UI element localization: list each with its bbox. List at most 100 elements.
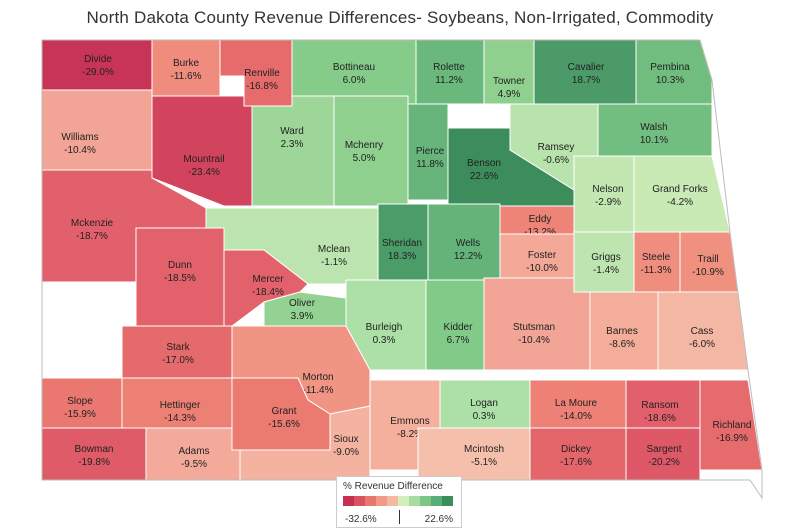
county-cavalier[interactable]: Cavalier 18.7% (533, 39, 637, 105)
legend-step (387, 496, 398, 506)
county-name-label: Mckenzie (71, 218, 114, 229)
county-value-label: -2.9% (595, 197, 621, 208)
county-barnes[interactable]: Barnes -8.6% (589, 291, 659, 371)
county-name-label: Sargent (646, 444, 681, 455)
county-name-label: Kidder (444, 322, 474, 333)
legend-step (409, 496, 420, 506)
county-burleigh[interactable]: Burleigh 0.3% (345, 279, 427, 371)
county-slope[interactable]: Slope -15.9% (41, 377, 123, 429)
county-value-label: -20.2% (648, 457, 680, 468)
county-pembina[interactable]: Pembina 10.3% (635, 39, 713, 105)
county-name-label: Ward (280, 126, 304, 137)
county-value-label: -18.7% (76, 231, 108, 242)
county-cass[interactable]: Cass -6.0% (657, 291, 749, 371)
county-burke[interactable]: Burke -11.6% (151, 39, 221, 97)
county-name-label: Bowman (75, 444, 114, 455)
county-name-label: Adams (178, 446, 209, 457)
legend-max-label: 22.6% (424, 514, 453, 525)
county-name-label: Dunn (168, 260, 192, 271)
county-griggs[interactable]: Griggs -1.4% (573, 231, 635, 293)
county-name-label: Morton (302, 372, 333, 383)
county-shape[interactable] (41, 89, 153, 171)
county-value-label: -23.4% (188, 167, 220, 178)
county-name-label: Stutsman (513, 322, 555, 333)
county-walsh[interactable]: Walsh 10.1% (597, 103, 713, 157)
county-pierce[interactable]: Pierce 11.8% (407, 103, 449, 201)
county-oliver[interactable]: Oliver 3.9% (263, 291, 347, 327)
county-name-label: Mcintosh (464, 444, 504, 455)
legend-step (376, 496, 387, 506)
county-rolette[interactable]: Rolette 11.2% (415, 39, 485, 105)
county-name-label: La Moure (555, 398, 598, 409)
county-bottineau[interactable]: Bottineau 6.0% (291, 39, 417, 105)
county-name-label: Mountrail (183, 154, 224, 165)
county-divide[interactable]: Divide -29.0% (41, 39, 153, 91)
county-value-label: -16.9% (716, 433, 748, 444)
county-ward[interactable]: Ward 2.3% (244, 95, 335, 207)
county-steele[interactable]: Steele -11.3% (633, 231, 681, 293)
county-name-label: Traill (697, 254, 718, 265)
county-dunn[interactable]: Dunn -18.5% (135, 227, 225, 327)
county-towner[interactable]: Towner 4.9% (483, 39, 535, 105)
county-traill[interactable]: Traill -10.9% (679, 231, 739, 293)
county-sheridan[interactable]: Sheridan 18.3% (377, 203, 429, 285)
county-name-label: Benson (467, 158, 501, 169)
county-name-label: Logan (470, 398, 498, 409)
county-grand-forks[interactable]: Grand Forks -4.2% (633, 155, 731, 233)
legend-min-label: -32.6% (345, 514, 377, 525)
county-hettinger[interactable]: Hettinger -14.3% (121, 377, 233, 429)
county-value-label: 5.0% (353, 153, 376, 164)
county-name-label: Grand Forks (652, 184, 708, 195)
county-shape[interactable] (41, 39, 153, 91)
county-nelson[interactable]: Nelson -2.9% (573, 155, 635, 233)
county-value-label: -9.0% (333, 447, 359, 458)
county-value-label: -13.2% (524, 227, 556, 238)
county-foster[interactable]: Foster -10.0% (499, 233, 575, 281)
county-value-label: 18.7% (572, 75, 600, 86)
county-value-label: -9.5% (181, 459, 207, 470)
county-logan[interactable]: Logan 0.3% (439, 379, 531, 429)
legend-step (431, 496, 442, 506)
county-stutsman[interactable]: Stutsman -10.4% (483, 277, 591, 371)
county-wells[interactable]: Wells 12.2% (427, 203, 501, 285)
county-value-label: -29.0% (82, 67, 114, 78)
county-name-label: Pierce (416, 146, 445, 157)
county-mchenry[interactable]: Mchenry 5.0% (333, 95, 409, 207)
county-value-label: 2.3% (281, 139, 304, 150)
county-ransom[interactable]: Ransom -18.6% (625, 379, 701, 429)
county-value-label: 3.9% (291, 311, 314, 322)
county-kidder[interactable]: Kidder 6.7% (425, 279, 485, 371)
map-title: North Dakota County Revenue Differences-… (86, 8, 714, 27)
county-bowman[interactable]: Bowman -19.8% (41, 427, 147, 481)
county-name-label: Rolette (433, 62, 465, 73)
county-sargent[interactable]: Sargent -20.2% (625, 427, 701, 481)
county-value-label: -8.6% (609, 339, 635, 350)
color-legend: % Revenue Difference -32.6% 22.6% (336, 476, 462, 528)
county-name-label: Emmons (390, 416, 429, 427)
county-name-label: Hettinger (160, 400, 201, 411)
county-name-label: Wells (456, 238, 480, 249)
county-mcintosh[interactable]: Mcintosh -5.1% (417, 427, 531, 481)
county-name-label: Cavalier (568, 62, 605, 73)
county-value-label: -17.6% (560, 457, 592, 468)
county-williams[interactable]: Williams -10.4% (41, 89, 153, 171)
county-name-label: Dickey (561, 444, 591, 455)
county-name-label: Sheridan (382, 238, 422, 249)
county-eddy[interactable]: Eddy -13.2% (499, 205, 575, 238)
county-name-label: Ramsey (538, 142, 575, 153)
county-adams[interactable]: Adams -9.5% (145, 427, 241, 481)
county-shape[interactable] (345, 279, 427, 371)
county-la-moure[interactable]: La Moure -14.0% (529, 379, 627, 429)
legend-title: % Revenue Difference (343, 481, 443, 492)
county-stark[interactable]: Stark -17.0% (121, 325, 233, 379)
county-value-label: -14.3% (164, 413, 196, 424)
county-shape[interactable] (333, 95, 409, 207)
county-value-label: -1.4% (593, 265, 619, 276)
county-value-label: -8.2% (397, 429, 423, 440)
county-dickey[interactable]: Dickey -17.6% (529, 427, 627, 481)
county-value-label: -5.1% (471, 457, 497, 468)
county-value-label: 12.2% (454, 251, 482, 262)
county-richland[interactable]: Richland -16.9% (699, 379, 763, 471)
county-value-label: -15.9% (64, 409, 96, 420)
county-shape[interactable] (244, 95, 335, 207)
